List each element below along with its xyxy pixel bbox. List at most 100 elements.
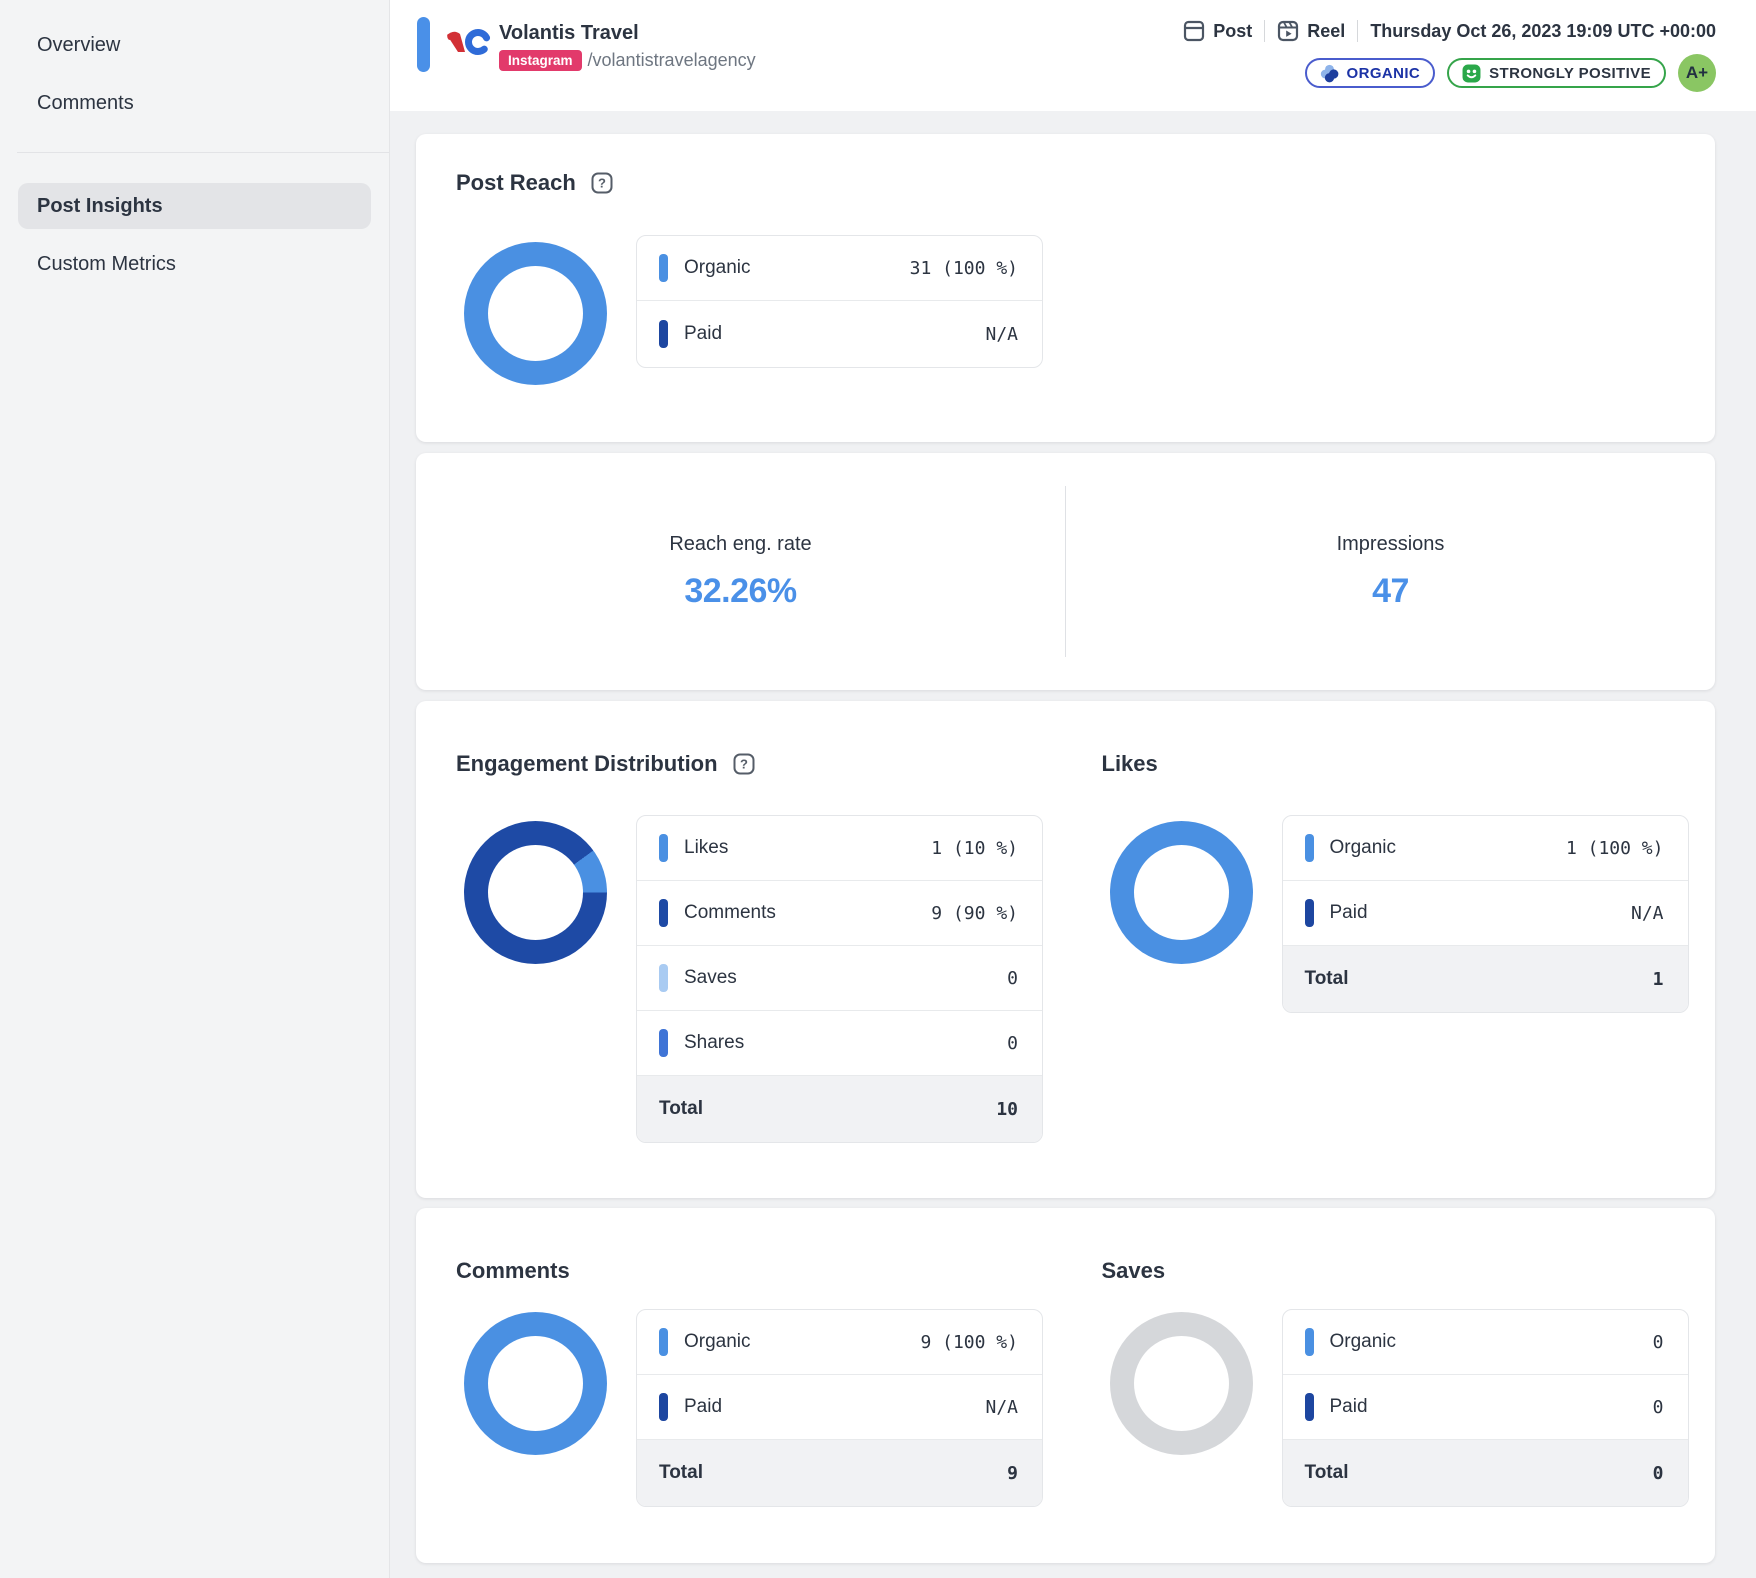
svg-text:?: ? — [598, 176, 606, 191]
legend-row-organic: Organic 9 (100 %) — [637, 1310, 1042, 1375]
legend-value: 31 (100 %) — [909, 257, 1018, 279]
legend-marker — [659, 834, 668, 862]
post-reach-chart-row: Organic 31 (100 %) Paid N/A — [456, 232, 1675, 385]
legend-row-organic: Organic 31 (100 %) — [637, 236, 1042, 301]
likes-donut — [1109, 821, 1253, 964]
post-timestamp: Thursday Oct 26, 2023 19:09 UTC +00:00 — [1370, 20, 1716, 41]
comments-chart-row: Organic 9 (100 %) Paid N/A Total 9 — [456, 1309, 1066, 1507]
sidebar: Overview Comments Post Insights Custom M… — [0, 0, 390, 1578]
legend-row-saves: Saves 0 — [637, 946, 1042, 1011]
legend-label: Comments — [684, 902, 776, 923]
legend-label: Shares — [684, 1032, 745, 1053]
comments-title-text: Comments — [456, 1258, 570, 1283]
total-label: Total — [659, 1098, 703, 1119]
comments-title: Comments — [456, 1256, 1066, 1286]
legend-row-paid: Paid N/A — [1282, 881, 1688, 946]
reel-type-label: Reel — [1307, 20, 1346, 41]
legend-row-organic: Organic 0 — [1282, 1310, 1688, 1375]
legend-marker — [659, 964, 668, 992]
legend-row-comments: Comments 9 (90 %) — [637, 881, 1042, 946]
legend-total-row: Total 10 — [637, 1076, 1042, 1142]
metrics-card: Reach eng. rate 32.26% Impressions 47 — [416, 453, 1715, 690]
legend-marker — [1304, 1393, 1314, 1421]
metric-divider — [1065, 486, 1066, 657]
total-value: 1 — [1652, 968, 1664, 990]
likes-title: Likes — [1102, 749, 1716, 779]
comments-saves-card: Comments Organic 9 (100 %) — [416, 1208, 1715, 1563]
legend-value: 1 (10 %) — [931, 837, 1018, 859]
separator — [1357, 20, 1359, 42]
comments-section: Comments Organic 9 (100 %) — [416, 1208, 1066, 1563]
saves-title-text: Saves — [1101, 1258, 1166, 1283]
header-meta: Post Reel Thursday Oct — [1183, 0, 1716, 111]
organic-badge: ORGANIC — [1304, 58, 1436, 88]
legend-row-paid: Paid 0 — [1282, 1375, 1688, 1440]
legend-marker — [659, 1328, 668, 1356]
organic-badge-label: ORGANIC — [1346, 64, 1421, 82]
legend-label: Paid — [1329, 1396, 1368, 1417]
legend-total-row: Total 9 — [637, 1440, 1042, 1506]
post-reach-title-text: Post Reach — [456, 170, 576, 195]
post-reach-legend: Organic 31 (100 %) Paid N/A — [636, 235, 1043, 368]
legend-row-shares: Shares 0 — [637, 1011, 1042, 1076]
legend-value: 9 (90 %) — [931, 902, 1018, 924]
reach-eng-rate-metric: Reach eng. rate 32.26% — [416, 453, 1065, 690]
post-header: Volantis Travel Instagram /volantistrave… — [390, 0, 1756, 111]
saves-chart-row: Organic 0 Paid 0 Total 0 — [1102, 1309, 1716, 1507]
help-icon[interactable]: ? — [732, 752, 756, 776]
post-type-label: Post — [1213, 20, 1253, 41]
legend-label: Paid — [1329, 902, 1368, 923]
account-name: Volantis Travel — [499, 22, 639, 44]
sidebar-item-overview[interactable]: Overview — [37, 34, 121, 56]
metric-value: 47 — [1372, 571, 1409, 610]
legend-marker — [1304, 1328, 1314, 1356]
main-content: Volantis Travel Instagram /volantistrave… — [390, 0, 1756, 1578]
organic-icon — [1320, 64, 1338, 82]
legend-label: Organic — [1329, 1331, 1397, 1352]
account-logo — [447, 29, 491, 55]
sidebar-item-post-insights[interactable]: Post Insights — [18, 183, 371, 229]
engagement-title-text: Engagement Distribution — [456, 751, 718, 776]
positive-sentiment-icon — [1462, 64, 1481, 82]
legend-value: 0 — [1652, 1396, 1664, 1418]
total-label: Total — [1304, 1462, 1349, 1483]
metric-label: Reach eng. rate — [669, 532, 812, 555]
help-icon[interactable]: ? — [590, 171, 614, 195]
legend-label: Paid — [684, 1396, 723, 1417]
legend-value: 0 — [1007, 967, 1018, 989]
sidebar-divider — [17, 152, 389, 153]
legend-label: Organic — [684, 1331, 751, 1352]
comments-legend: Organic 9 (100 %) Paid N/A Total 9 — [636, 1309, 1043, 1507]
legend-row-paid: Paid N/A — [637, 301, 1042, 367]
legend-value: N/A — [1630, 902, 1664, 924]
legend-label: Paid — [684, 323, 723, 344]
total-label: Total — [1304, 968, 1349, 989]
instagram-badge: Instagram — [499, 50, 582, 71]
legend-label: Organic — [684, 257, 751, 278]
legend-total-row: Total 1 — [1282, 946, 1688, 1012]
likes-chart-row: Organic 1 (100 %) Paid N/A Total 1 — [1102, 815, 1716, 1013]
svg-text:?: ? — [740, 757, 748, 772]
grade-avatar[interactable]: A+ — [1678, 54, 1716, 92]
sidebar-item-custom-metrics[interactable]: Custom Metrics — [37, 253, 176, 275]
reel-type: Reel — [1277, 20, 1345, 42]
post-reach-title: Post Reach ? — [456, 168, 1675, 198]
legend-marker — [659, 1029, 668, 1057]
post-reach-donut — [464, 242, 607, 385]
sentiment-badge: STRONGLY POSITIVE — [1447, 58, 1666, 88]
separator — [1264, 20, 1266, 42]
likes-legend: Organic 1 (100 %) Paid N/A Total 1 — [1281, 815, 1689, 1013]
likes-section: Likes Organic 1 (100 %) P — [1066, 701, 1716, 1198]
legend-value: 0 — [1652, 1331, 1664, 1353]
sidebar-item-comments[interactable]: Comments — [37, 92, 134, 114]
legend-marker — [659, 899, 668, 927]
account-handle[interactable]: /volantistravelagency — [587, 50, 756, 70]
engagement-legend: Likes 1 (10 %) Comments 9 (90 %) Saves — [636, 815, 1043, 1143]
badge-row: ORGANIC STRONGLY POSITIVE A+ — [1304, 54, 1716, 92]
saves-section: Saves Organic 0 Paid — [1066, 1208, 1716, 1563]
legend-total-row: Total 0 — [1282, 1440, 1688, 1506]
legend-row-paid: Paid N/A — [637, 1375, 1042, 1440]
post-type: Post — [1183, 20, 1252, 42]
comments-donut — [464, 1312, 607, 1455]
